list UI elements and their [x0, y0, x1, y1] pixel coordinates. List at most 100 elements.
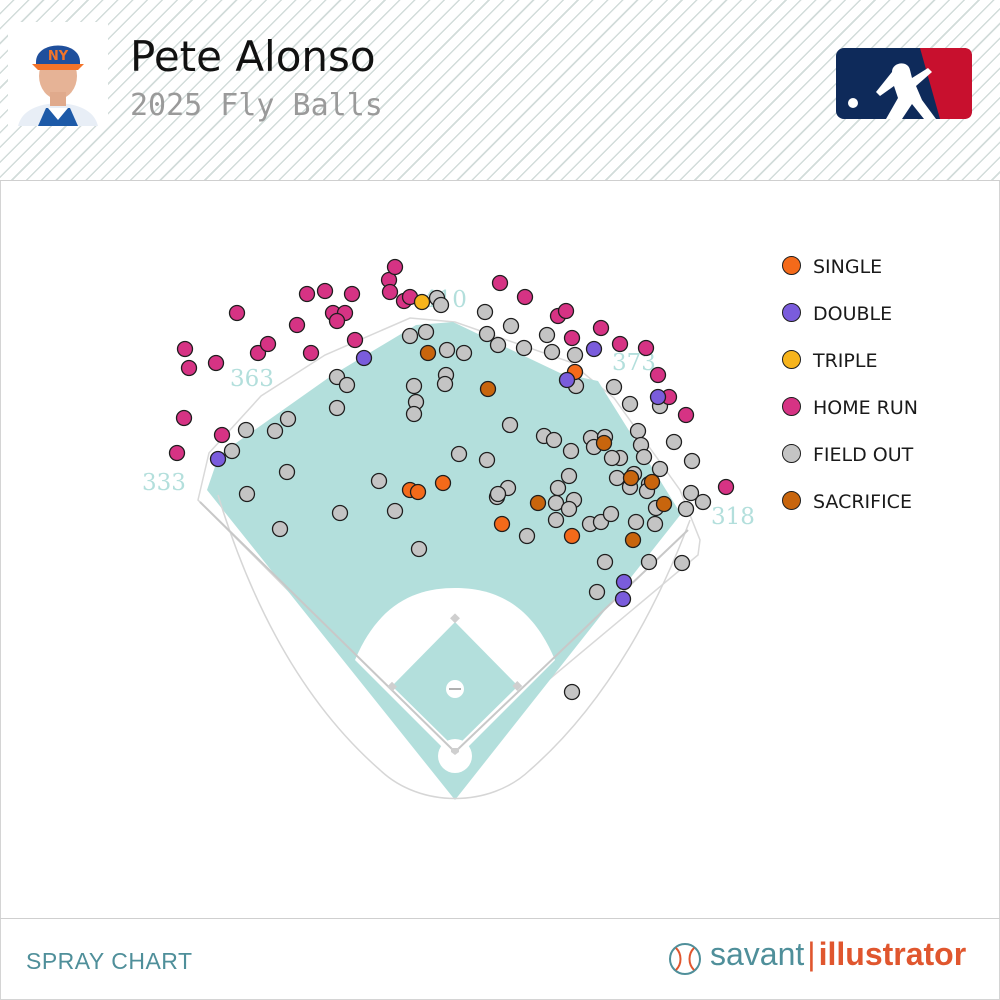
single-point [493, 515, 511, 533]
sacrifice-point [479, 380, 497, 398]
double-point [585, 340, 603, 358]
home-run-marker-icon [782, 397, 801, 416]
sacrifice-point [419, 344, 437, 362]
fence-distance-left-line: 333 [142, 470, 186, 496]
home-run-point [557, 302, 575, 320]
legend-label: HOME RUN [813, 397, 919, 419]
field-out-point [608, 469, 626, 487]
legend-label: FIELD OUT [813, 444, 914, 466]
field-out-point [673, 554, 691, 572]
field-out-point [547, 511, 565, 529]
field-out-point [410, 540, 428, 558]
field-out-point [562, 442, 580, 460]
field-out-marker-icon [782, 444, 801, 463]
sacrifice-point [529, 494, 547, 512]
footer-label: SPRAY CHART [26, 948, 193, 974]
home-run-point [381, 283, 399, 301]
sacrifice-point [624, 531, 642, 549]
fence-distance-right-line: 318 [711, 504, 755, 530]
home-run-point [259, 335, 277, 353]
home-run-point [316, 282, 334, 300]
player-headshot: NY [8, 22, 108, 126]
home-plate-area [438, 739, 472, 773]
field-out-point [596, 553, 614, 571]
single-point [434, 474, 452, 492]
home-run-point [298, 285, 316, 303]
field-out-point [560, 467, 578, 485]
field-out-point [677, 500, 695, 518]
home-run-point [288, 316, 306, 334]
home-run-point [207, 354, 225, 372]
field-out-point [237, 421, 255, 439]
brand-separator: | [807, 936, 816, 972]
field-out-point [651, 460, 669, 478]
triple-marker-icon [782, 350, 801, 369]
field-out-point [450, 445, 468, 463]
brand-name-b: illustrator [818, 936, 967, 972]
field-out-point [370, 472, 388, 490]
field-out-point [331, 504, 349, 522]
field-out-point [602, 505, 620, 523]
footer-divider [0, 918, 1000, 919]
double-marker-icon [782, 303, 801, 322]
home-run-point [176, 340, 194, 358]
home-plate [451, 748, 459, 755]
field-out-point [436, 375, 454, 393]
fence-distance-left-center: 363 [230, 366, 274, 392]
sacrifice-point [622, 469, 640, 487]
chart-subtitle: 2025 Fly Balls [130, 88, 383, 123]
home-run-point [563, 329, 581, 347]
home-run-point [249, 344, 267, 362]
home-run-point [175, 409, 193, 427]
first-base [512, 681, 523, 691]
home-run-point [516, 288, 534, 306]
home-run-point [717, 478, 735, 496]
field-out-point [338, 376, 356, 394]
field-out-point [401, 327, 419, 345]
home-run-point [213, 426, 231, 444]
field-out-point [238, 485, 256, 503]
ballpark [197, 317, 701, 800]
sacrifice-point [643, 473, 661, 491]
field-out-point [515, 339, 533, 357]
batted-ball-points [168, 258, 735, 701]
home-run-point [302, 344, 320, 362]
triple-point [413, 293, 431, 311]
double-point [558, 371, 576, 389]
field-out-point [646, 515, 664, 533]
field-out-point [266, 422, 284, 440]
home-run-point [386, 258, 404, 276]
field-out-point [545, 431, 563, 449]
single-marker-icon [782, 256, 801, 275]
field-out-point [518, 527, 536, 545]
field-out-point [489, 485, 507, 503]
field-out-point [438, 341, 456, 359]
home-run-point [592, 319, 610, 337]
sacrifice-point [595, 434, 613, 452]
home-run-point [491, 274, 509, 292]
sacrifice-point [655, 495, 673, 513]
double-point [209, 450, 227, 468]
double-point [615, 573, 633, 591]
field-out-point [588, 583, 606, 601]
field-out-point [223, 442, 241, 460]
double-point [649, 388, 667, 406]
header-banner: NY Pete Alonso 2025 Fly Balls [0, 0, 1000, 181]
field-out-point [627, 513, 645, 531]
double-point [355, 349, 373, 367]
field-out-point [432, 296, 450, 314]
field-out-point [683, 452, 701, 470]
svg-text:NY: NY [48, 49, 69, 64]
single-point [563, 527, 581, 545]
field-out-point [386, 502, 404, 520]
field-out-point [665, 433, 683, 451]
home-run-point [228, 304, 246, 322]
legend-label: DOUBLE [813, 303, 893, 325]
field-out-point [455, 344, 473, 362]
home-run-point [649, 366, 667, 384]
field-out-point [635, 448, 653, 466]
sacrifice-marker-icon [782, 491, 801, 510]
field-out-point [560, 500, 578, 518]
brand-name-a: savant [710, 936, 805, 972]
